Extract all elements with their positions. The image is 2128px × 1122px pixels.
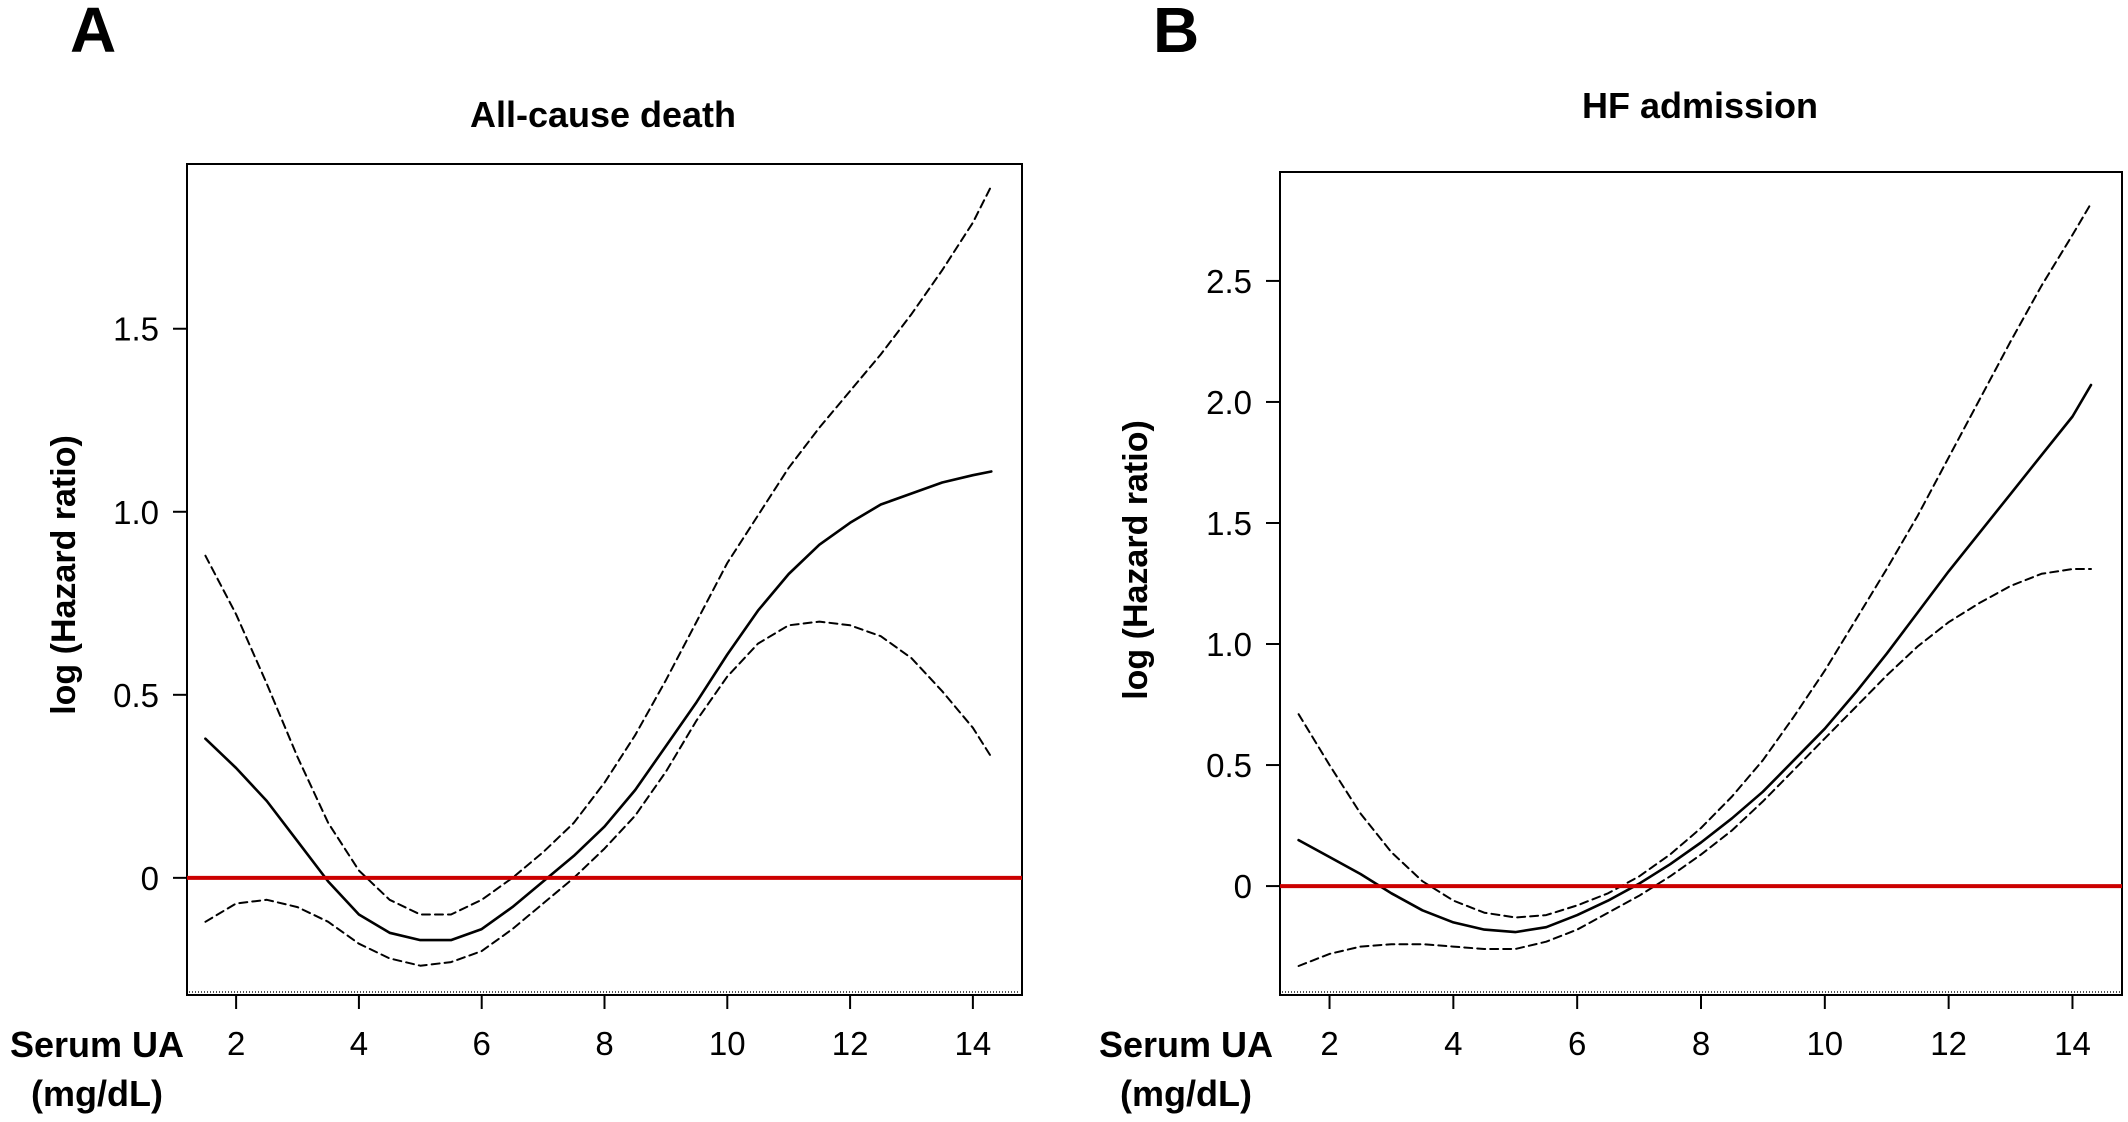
panel-b-x-tick-label: 8 — [1692, 1025, 1710, 1062]
panel-b-x-tick-label: 6 — [1568, 1025, 1586, 1062]
panel-a-ci-line-1 — [204, 185, 993, 916]
panel-b-x-tick-label: 14 — [2054, 1025, 2091, 1062]
panel-b-ci-line-1 — [1297, 202, 2092, 919]
panel-a-plot-frame — [186, 163, 1023, 996]
panel-a-title: All-cause death — [470, 94, 736, 135]
panel-b-y-tick-label: 1.0 — [1206, 626, 1252, 663]
panel-b-ci-line-2 — [1297, 568, 2092, 967]
panel-a-estimate-line — [204, 470, 993, 942]
panel-a-x-tick-label: 10 — [709, 1025, 746, 1062]
panel-b-y-tick-label: 2.0 — [1206, 384, 1252, 421]
panel-b: B HF admission log (Hazard ratio) Serum … — [1099, 0, 2123, 1114]
panel-a-x-tick-label: 4 — [350, 1025, 368, 1062]
panel-a-x-tick-label: 12 — [832, 1025, 869, 1062]
panel-a-x-tick-label: 6 — [473, 1025, 491, 1062]
panel-a-x-tick-label: 2 — [227, 1025, 245, 1062]
panel-b-letter: B — [1153, 0, 1199, 66]
panel-b-title: HF admission — [1582, 85, 1818, 126]
panel-b-y-tick-label: 1.5 — [1206, 505, 1252, 542]
panel-b-y-tick-label: 2.5 — [1206, 263, 1252, 300]
panel-b-x-tick-label: 4 — [1444, 1025, 1462, 1062]
panel-b-x-tick-label: 10 — [1806, 1025, 1843, 1062]
panel-a-x-axis-label-line1: Serum UA — [10, 1024, 184, 1065]
panel-b-plot-frame — [1279, 171, 2123, 996]
panel-a-letter: A — [70, 0, 116, 66]
panel-b-y-tick-label: 0.5 — [1206, 747, 1252, 784]
panel-a-y-axis-label: log (Hazard ratio) — [45, 435, 83, 715]
panel-a-x-tick-label: 8 — [595, 1025, 613, 1062]
panel-b-estimate-line — [1297, 383, 2093, 934]
panel-b-y-tick-label: 0 — [1234, 868, 1252, 905]
panel-b-x-tick-label: 2 — [1320, 1025, 1338, 1062]
panel-a-y-tick-label: 1.0 — [113, 494, 159, 531]
panel-a: A All-cause death log (Hazard ratio) Ser… — [10, 0, 1023, 1114]
panel-b-y-axis-label: log (Hazard ratio) — [1117, 420, 1155, 700]
panel-a-y-tick-label: 0.5 — [113, 677, 159, 714]
panel-a-ticks: 2 4 6 8 10 12 14 0 0.5 1.0 1.5 — [113, 311, 991, 1062]
panel-b-x-axis-label-line2: (mg/dL) — [1120, 1073, 1252, 1114]
panel-b-x-tick-label: 12 — [1930, 1025, 1967, 1062]
panel-a-x-axis-label-line2: (mg/dL) — [31, 1073, 163, 1114]
panel-a-ci-line-2 — [204, 620, 993, 967]
panel-a-x-tick-label: 14 — [955, 1025, 992, 1062]
panel-b-x-axis-label-line1: Serum UA — [1099, 1024, 1273, 1065]
panel-a-y-tick-label: 0 — [141, 860, 159, 897]
panel-b-ticks: 2 4 6 8 10 12 14 0 0.5 1.0 1.5 2.0 2.5 — [1206, 263, 2091, 1062]
panel-b-marks — [1280, 202, 2122, 993]
panel-a-y-tick-label: 1.5 — [113, 311, 159, 348]
panel-a-marks — [187, 185, 1022, 993]
